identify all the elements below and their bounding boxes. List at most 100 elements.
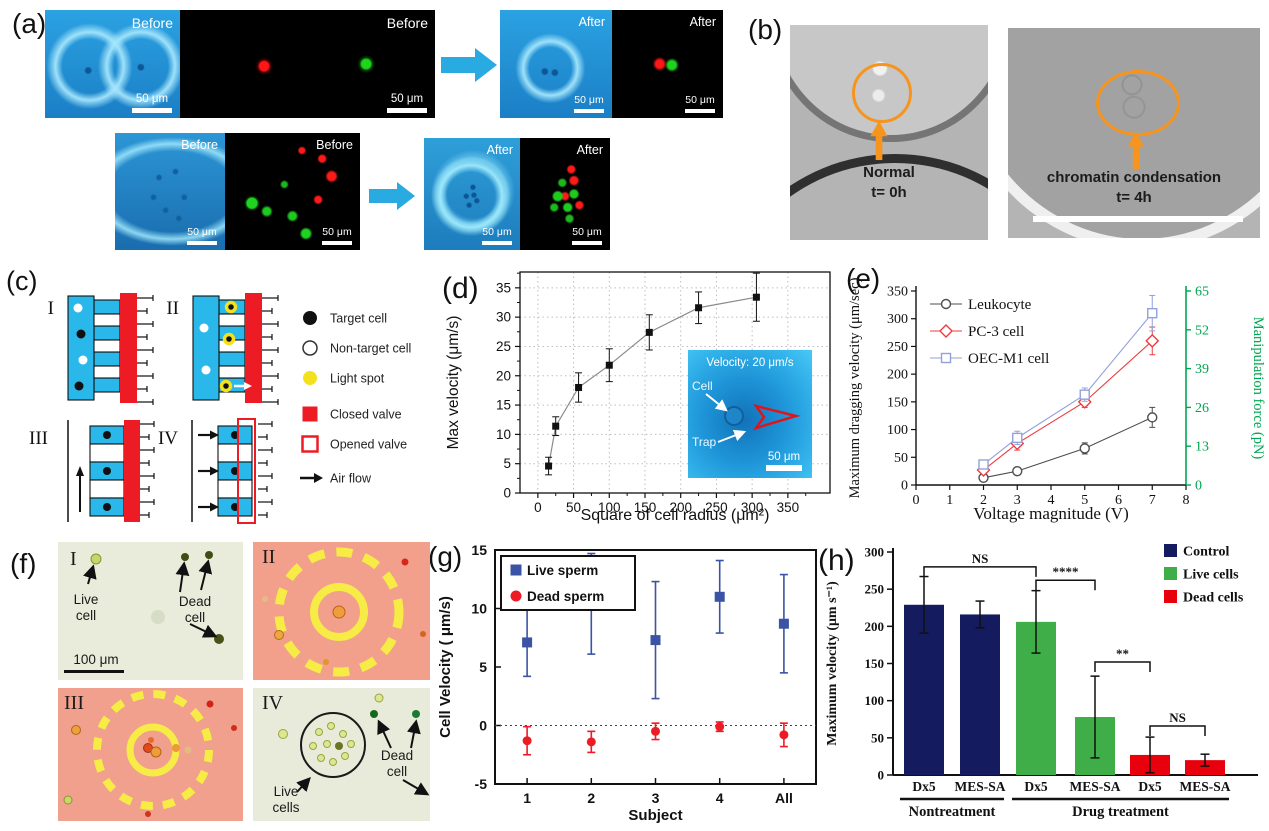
bar-tick-label: MES-SA: [954, 779, 1005, 794]
legend-label: Leukocyte: [968, 297, 1032, 313]
scale-bar: 50 μm: [574, 95, 604, 113]
bar-tick-label: MES-SA: [1069, 779, 1120, 794]
scale-bar-line: [322, 241, 352, 245]
micrograph-trap-before-2: Before 50 μm: [115, 133, 225, 250]
scale-bar: 50 μm: [685, 95, 715, 113]
live-cells-label: Live cells: [272, 784, 300, 815]
subpanel-number: I: [48, 298, 54, 319]
scale-label: 100 μm: [73, 652, 119, 667]
cell-dot: [323, 659, 329, 665]
micrograph-f2: [253, 542, 430, 680]
micrograph-fluorescence-after-1: After 50 μm: [612, 10, 723, 118]
image-tag: After: [578, 15, 605, 29]
scale-bar-line: [132, 108, 172, 113]
svg-text:200: 200: [865, 619, 885, 634]
orange-arrow-icon: [870, 121, 888, 161]
outer-electrode-ring: [274, 547, 404, 677]
dead-cell-dot: [412, 710, 420, 718]
svg-text:Live cells: Live cells: [1183, 568, 1239, 583]
cell-dot: [278, 729, 288, 739]
svg-text:35: 35: [496, 280, 511, 295]
legend: Live sperm Dead sperm: [500, 555, 636, 611]
highlight-circle: [1096, 70, 1180, 136]
svg-text:350: 350: [887, 285, 908, 300]
image-tag: After: [486, 143, 513, 157]
image-tag: Before: [316, 138, 353, 152]
inner-electrode-ring: [310, 583, 368, 641]
inset-trap-label: Trap: [692, 435, 717, 449]
svg-text:0: 0: [878, 768, 885, 783]
x-axis-label: Subject: [628, 807, 682, 824]
image-caption: Normal t= 0h: [790, 163, 988, 202]
subpanel-number: IV: [158, 428, 178, 449]
live-cell-dot: [90, 553, 102, 565]
svg-text:-5: -5: [475, 776, 488, 792]
svg-text:All: All: [775, 790, 793, 806]
panel-e-chart: (e)0 1 2 3 4 5 6 7 80501001502002503003500132639…: [846, 263, 1266, 523]
scale-bar-label: 50 μm: [685, 94, 715, 107]
y-axis-label: Maximum dragging velocity (μm/sec): [847, 277, 863, 498]
micrograph-cell-condensed: chromatin condensation t= 4h: [1008, 28, 1260, 238]
scale-bar-line: [574, 109, 604, 113]
scale-bar-label: 50 μm: [322, 226, 352, 239]
svg-text:0: 0: [503, 486, 511, 501]
image-tag: After: [576, 143, 603, 157]
micrograph-trap-after-1: After 50 μm: [500, 10, 612, 118]
x-axis-label: Voltage magnitude (V): [973, 504, 1128, 523]
dead-cell-dot: [205, 551, 213, 559]
svg-text:3: 3: [652, 790, 660, 806]
micrograph-f3: [58, 688, 243, 821]
series-dead-sperm: [522, 721, 789, 756]
svg-text:100: 100: [887, 423, 908, 438]
annotation-arrow-icon: [83, 564, 97, 585]
svg-text:250: 250: [865, 582, 885, 597]
dead-cell-label: Dead cell: [178, 594, 212, 625]
svg-text:**: **: [1116, 646, 1129, 661]
svg-text:50: 50: [871, 730, 884, 745]
subpanel-number: I: [70, 548, 77, 570]
legend: Control Live cells Dead cells: [1164, 544, 1244, 606]
scale-bar-line: [64, 670, 124, 673]
svg-text:100: 100: [598, 500, 621, 515]
scale-bar-label: 50 μm: [187, 226, 217, 239]
svg-text:Light spot: Light spot: [330, 372, 385, 386]
svg-text:25: 25: [496, 339, 511, 354]
micrograph-fluorescence-after-2: After 50 μm: [520, 138, 610, 250]
svg-text:300: 300: [865, 545, 885, 560]
svg-text:20: 20: [496, 368, 511, 383]
y-axis-label: Max velocity (μm/s): [445, 316, 462, 450]
svg-text:Air flow: Air flow: [330, 472, 372, 486]
legend-item-closed-valve: Closed valve: [302, 406, 402, 422]
svg-text:0: 0: [913, 493, 920, 508]
image-tag: After: [689, 15, 716, 29]
panel-d-chart: (d) 0 50 100 150 200 250 300 350 0 5 10 15 20 25 30 35 Sq…: [442, 271, 831, 524]
cell-dot: [206, 700, 214, 708]
scale-bar-line: [482, 241, 512, 245]
micrograph-f1: [58, 542, 243, 680]
svg-text:Target cell: Target cell: [330, 312, 387, 326]
cell-dot: [71, 725, 81, 735]
svg-text:13: 13: [1195, 440, 1209, 455]
micrograph-trap-after-2: After 50 μm: [424, 138, 520, 250]
well-outer-arc: [790, 154, 988, 240]
cell-dot: [274, 630, 284, 640]
svg-text:0: 0: [901, 479, 908, 494]
cell-dot: [231, 725, 237, 731]
inset-cell-label: Cell: [692, 379, 713, 393]
subpanel-number: III: [64, 692, 84, 714]
caption-text: Normal: [863, 164, 915, 181]
dead-cell-dot: [214, 634, 224, 644]
svg-text:5: 5: [479, 659, 487, 675]
svg-text:300: 300: [887, 312, 908, 327]
bars: Dx5 MES-SA Dx5 MES-SA Dx5 MES-SA: [904, 575, 1231, 794]
scale-bar: 50 μm: [322, 227, 352, 245]
svg-text:****: ****: [1053, 564, 1079, 579]
inset-velocity-label: Velocity: 20 μm/s: [706, 357, 793, 369]
svg-text:2: 2: [980, 493, 987, 508]
svg-text:150: 150: [634, 500, 657, 515]
y-axis-label: Cell Velocity ( μm/s): [437, 596, 454, 738]
panel-g-label: (g): [428, 541, 462, 572]
cell-dot: [145, 811, 151, 817]
cell-dot: [63, 795, 73, 805]
